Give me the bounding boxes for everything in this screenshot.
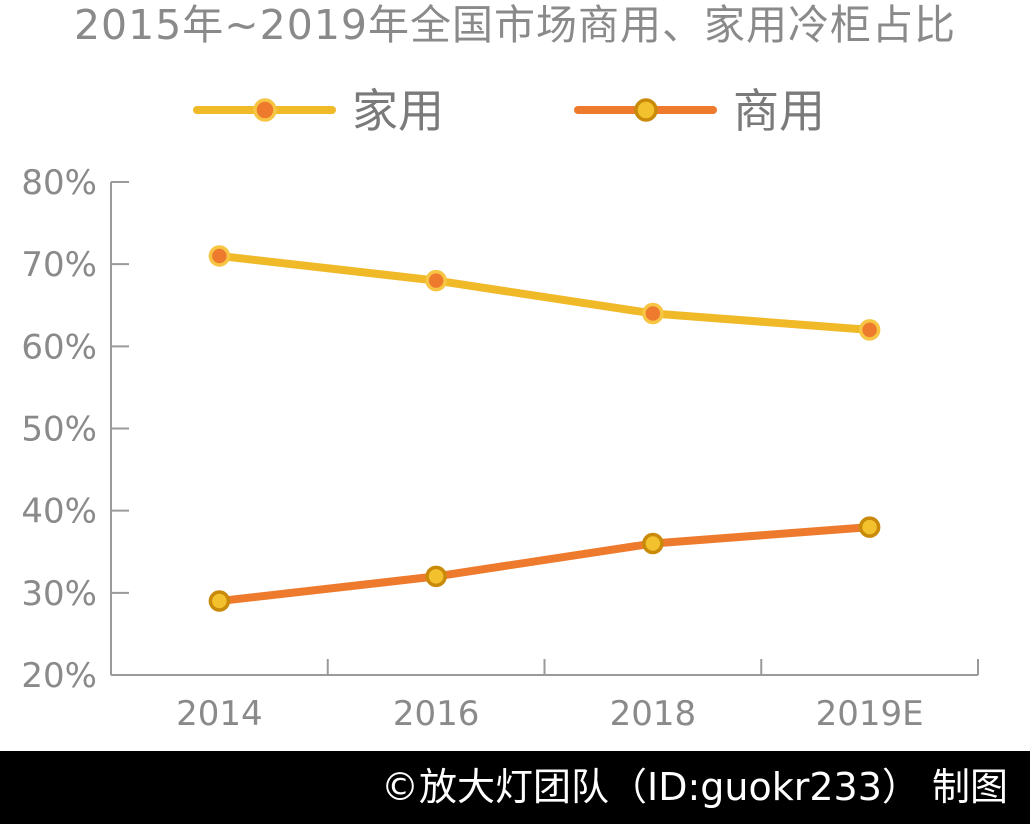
data-point [642,532,664,555]
footer-bar: ©放大灯团队（ID:guokr233） 制图 [0,751,1030,824]
data-point [425,565,447,588]
y-tick-label: 60% [21,327,97,367]
data-point [425,269,447,292]
y-tick-label: 30% [21,574,97,614]
data-point [858,516,881,538]
y-tick-label: 80% [21,163,97,203]
data-point [858,319,881,341]
series-line-1 [215,251,874,334]
data-point [208,590,231,612]
y-tick-label: 70% [21,245,97,285]
y-tick-label: 50% [21,410,97,450]
y-tick-label: 20% [21,656,97,696]
series-line-2 [215,523,874,606]
legend-marker-2 [634,98,658,122]
x-tick-label: 2014 [176,694,263,734]
line-chart: 20% 30% 40% 50% 60% 70% 80% 2014 2016 2018 2019E 家用… [21,84,979,734]
x-tick-label: 2019E [816,694,924,734]
footer-credit: ©放大灯团队（ID:guokr233） 制图 [381,765,1008,809]
legend-label-1: 家用 [352,84,444,138]
data-point [642,302,664,325]
x-tick-label: 2018 [610,694,697,734]
data-point [208,245,231,267]
chart-title: 2015年~2019年全国市场商用、家用冷柜占比 [73,1,957,49]
legend-marker-1 [253,98,277,122]
y-tick-label: 40% [21,492,97,532]
legend-label-2: 商用 [733,84,825,138]
x-tick-label: 2016 [393,694,480,734]
